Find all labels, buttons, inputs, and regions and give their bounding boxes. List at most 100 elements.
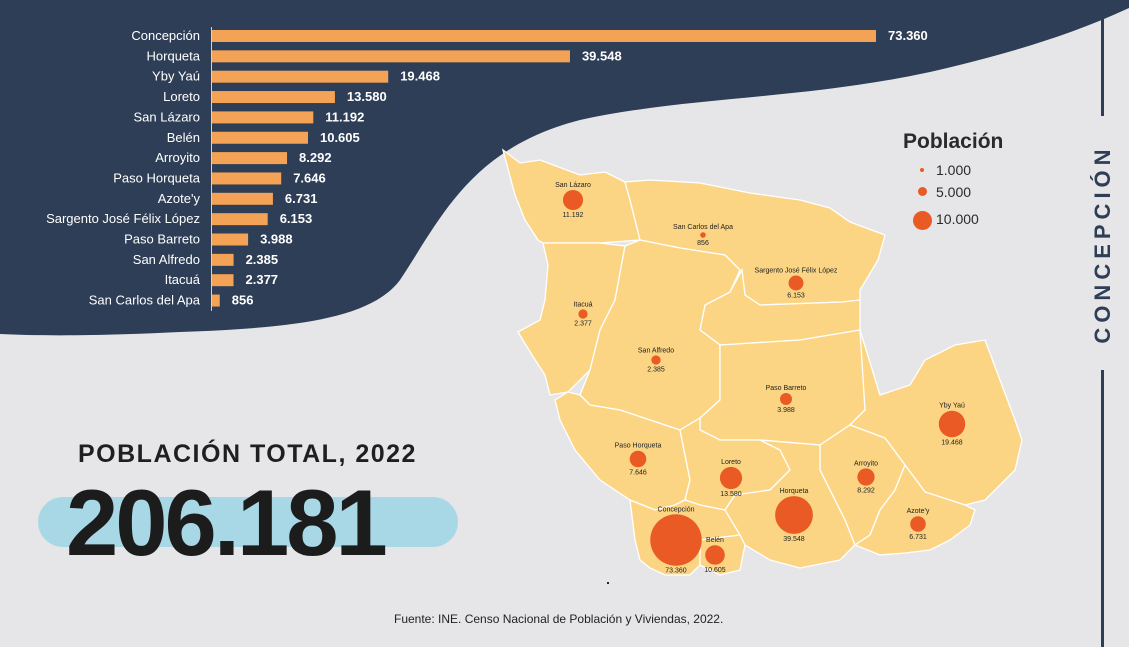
bar-value-itacua: 2.377 — [246, 272, 279, 287]
bar-value-paso-horqueta: 7.646 — [293, 170, 326, 185]
bar-label-yby-yau: Yby Yaú — [152, 69, 200, 84]
legend-dot-medium — [918, 187, 927, 196]
map-value-arroyito: 8.292 — [857, 488, 875, 495]
map-bubble-sargento-jose-felix-lopez — [788, 275, 804, 291]
municipality-map — [501, 148, 1023, 576]
map-bubble-belen — [705, 545, 725, 565]
side-rule-top — [1101, 14, 1104, 116]
source-note: Fuente: INE. Censo Nacional de Población… — [394, 612, 724, 626]
map-name-san-lazaro: San Lázaro — [555, 182, 591, 189]
map-bubble-azote-y — [910, 516, 926, 532]
legend-title: Población — [903, 130, 1004, 153]
map-name-san-carlos-del-apa: San Carlos del Apa — [673, 224, 733, 231]
map-value-san-alfredo: 2.385 — [647, 367, 665, 374]
map-value-paso-horqueta: 7.646 — [629, 469, 647, 476]
map-value-san-carlos-del-apa: 856 — [697, 240, 709, 247]
map-bubble-paso-barreto — [780, 393, 792, 405]
map-name-itacua: Itacuá — [573, 301, 592, 308]
map-value-yby-yau: 19.468 — [941, 439, 963, 446]
map-value-paso-barreto: 3.988 — [777, 407, 795, 414]
map-bubble-paso-horqueta — [629, 450, 647, 468]
bar-value-paso-barreto: 3.988 — [260, 232, 293, 247]
map-value-loreto: 13.580 — [720, 491, 742, 498]
bar-paso-barreto — [212, 233, 249, 246]
total-population-title: POBLACIÓN TOTAL, 2022 — [78, 440, 417, 468]
map-name-azote-y: Azote'y — [907, 508, 930, 515]
map-bubble-yby-yau — [938, 410, 966, 438]
legend-item-1000: 1.000 — [936, 162, 972, 178]
total-highlight-pill — [38, 497, 458, 547]
bar-itacua — [212, 274, 234, 287]
bar-paso-horqueta — [212, 172, 282, 185]
bar-arroyito — [212, 152, 288, 165]
legend-dot-large — [913, 211, 932, 230]
legend-item-5000: 5.000 — [936, 184, 972, 200]
bar-label-concepcion: Concepción — [131, 28, 200, 43]
bar-concepcion — [212, 30, 876, 42]
map-value-concepcion: 73.360 — [665, 568, 687, 575]
bar-value-san-alfredo: 2.385 — [246, 252, 279, 267]
bar-azote-y — [212, 192, 273, 205]
map-bubble-san-carlos-del-apa — [700, 232, 706, 238]
map-name-belen: Belén — [706, 537, 724, 544]
map-bubble-concepcion — [650, 514, 702, 566]
legend-item-10000: 10.000 — [936, 211, 979, 227]
map-bubble-arroyito — [857, 468, 875, 486]
map-bubble-loreto — [719, 466, 743, 490]
map-name-horqueta: Horqueta — [780, 488, 809, 495]
bar-label-san-lazaro: San Lázaro — [134, 109, 201, 124]
map-bubble-horqueta — [775, 496, 813, 534]
bar-value-san-lazaro: 11.192 — [325, 109, 364, 124]
municipality-azotey — [853, 463, 976, 556]
map-name-paso-horqueta: Paso Horqueta — [615, 443, 662, 450]
bar-value-concepcion: 73.360 — [888, 28, 928, 43]
bar-value-belen: 10.605 — [320, 130, 360, 145]
map-value-sargento-jose-felix-lopez: 6.153 — [787, 292, 805, 299]
map-name-sargento-jose-felix-lopez: Sargento José Félix López — [755, 268, 838, 275]
bar-yby-yau — [212, 70, 389, 83]
map-population-labels: San Lázaro 11.192 San Carlos del Apa 856 Sar… — [555, 182, 966, 575]
bar-san-lazaro — [212, 111, 314, 124]
map-name-concepcion: Concepción — [658, 506, 695, 513]
bar-value-azote-y: 6.731 — [285, 191, 318, 206]
bar-value-horqueta: 39.548 — [582, 48, 622, 63]
bar-label-sargento-jose-felix-lopez: Sargento José Félix López — [46, 211, 200, 226]
bar-belen — [212, 131, 308, 144]
map-bubble-itacua — [578, 309, 588, 319]
map-value-itacua: 2.377 — [574, 321, 592, 328]
bar-label-itacua: Itacuá — [165, 272, 201, 287]
header-banner — [0, 0, 1129, 336]
legend-dot-small — [920, 168, 924, 172]
map-name-yby-yau: Yby Yaú — [939, 403, 965, 410]
total-population-value: 206.181 — [66, 470, 388, 575]
map-name-paso-barreto: Paso Barreto — [766, 385, 807, 392]
population-bar-chart: Concepción 73.360 Horqueta 39.548 Yby Yaú 19.… — [46, 27, 928, 311]
bar-loreto — [212, 91, 335, 104]
map-value-belen: 10.605 — [704, 567, 726, 574]
bar-label-arroyito: Arroyito — [155, 150, 200, 165]
bar-horqueta — [212, 50, 570, 63]
bar-label-paso-barreto: Paso Barreto — [124, 232, 200, 247]
bar-label-belen: Belén — [167, 130, 200, 145]
map-name-arroyito: Arroyito — [854, 460, 878, 467]
map-value-san-lazaro: 11.192 — [563, 212, 584, 219]
bar-san-alfredo — [212, 253, 234, 266]
map-bubble-san-lazaro — [562, 189, 584, 211]
bar-value-sargento-jose-felix-lopez: 6.153 — [280, 211, 313, 226]
department-title: CONCEPCIÓN — [1090, 144, 1115, 344]
side-rule-bottom — [1101, 370, 1104, 647]
map-name-loreto: Loreto — [721, 459, 741, 466]
bar-label-loreto: Loreto — [163, 89, 200, 104]
bar-label-horqueta: Horqueta — [147, 48, 201, 63]
bar-label-paso-horqueta: Paso Horqueta — [113, 170, 200, 185]
bar-san-carlos-del-apa — [212, 294, 220, 307]
bar-value-san-carlos-del-apa: 856 — [232, 293, 254, 308]
bar-label-azote-y: Azote'y — [158, 191, 201, 206]
map-name-san-alfredo: San Alfredo — [638, 347, 674, 354]
bar-value-yby-yau: 19.468 — [400, 69, 440, 84]
bar-value-arroyito: 8.292 — [299, 150, 332, 165]
bar-label-san-alfredo: San Alfredo — [133, 252, 200, 267]
map-value-azote-y: 6.731 — [909, 534, 927, 541]
bar-value-loreto: 13.580 — [347, 89, 387, 104]
